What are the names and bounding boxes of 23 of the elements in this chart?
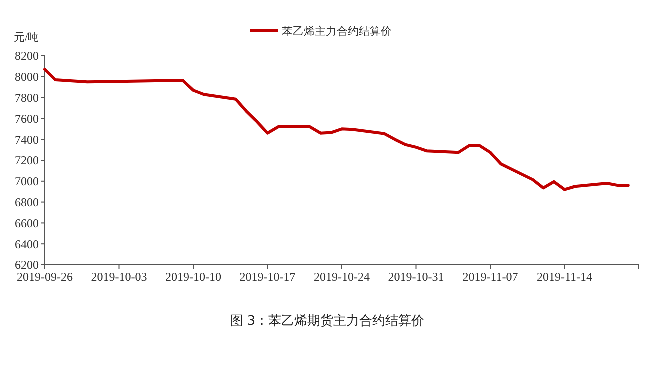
x-tick-label: 2019-11-14 xyxy=(536,270,593,284)
line-series xyxy=(44,68,630,192)
y-tick-label: 6400 xyxy=(15,237,39,252)
legend-label: 苯乙烯主力合约结算价 xyxy=(282,24,392,38)
x-tick-label: 2019-10-31 xyxy=(388,270,444,284)
y-tick-label: 7800 xyxy=(15,91,39,105)
x-tick-label: 2019-10-03 xyxy=(91,270,148,284)
y-tick-label: 8200 xyxy=(15,49,39,64)
y-tick-label: 6600 xyxy=(15,216,39,230)
y-tick-label: 6200 xyxy=(15,258,39,272)
y-tick-label: 8000 xyxy=(15,70,39,84)
x-tick-label: 2019-10-10 xyxy=(166,270,222,284)
y-tick-label: 6800 xyxy=(15,196,39,210)
x-tick-label: 2019-09-26 xyxy=(17,270,73,284)
y-tick-label: 7400 xyxy=(15,132,39,147)
y-axis-title: 元/吨 xyxy=(14,31,40,44)
y-tick-label: 7000 xyxy=(15,174,39,189)
text: 图 3：苯乙烯期货主力合约结算价 xyxy=(230,313,425,329)
y-tick-label: 7600 xyxy=(15,112,39,126)
x-tick-label: 2019-10-17 xyxy=(240,270,296,284)
x-tick-label: 2019-10-24 xyxy=(314,270,370,284)
x-tick-label: 2019-11-07 xyxy=(462,270,518,284)
y-tick-label: 7200 xyxy=(15,154,39,168)
